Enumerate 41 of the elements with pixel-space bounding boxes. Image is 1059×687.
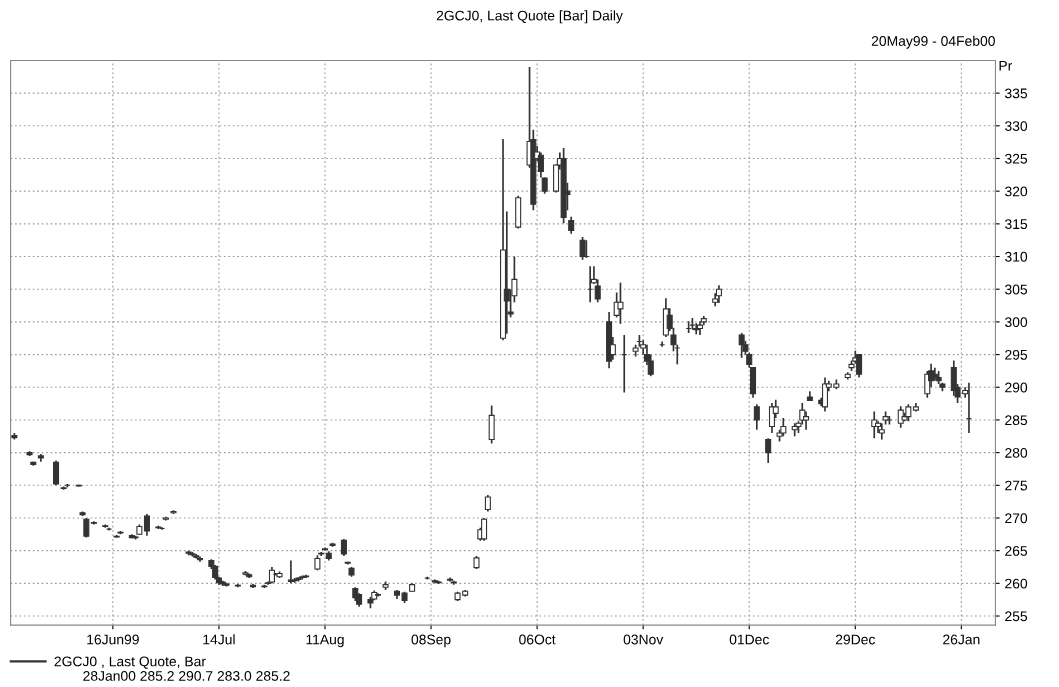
x-tick-label: 26Jan: [943, 634, 980, 645]
y-tick-label: 270: [1005, 513, 1028, 524]
y-tick-label: 335: [1005, 88, 1028, 99]
x-tick-label: 01Dec: [729, 634, 769, 645]
y-tick-label: 290: [1005, 382, 1028, 393]
y-tick-label: 325: [1005, 153, 1028, 164]
legend-label: 2GCJ0 , Last Quote, Bar: [54, 656, 206, 669]
candlestick: [53, 459, 60, 487]
text: 28Jan00 285.2 290.7 283.0 285.2: [83, 670, 290, 681]
candlestick: [753, 403, 760, 431]
y-tick-label: 260: [1005, 578, 1028, 589]
candlestick: [780, 417, 787, 438]
candlestick: [765, 437, 772, 464]
y-tick-label: 300: [1005, 317, 1028, 328]
y-tick-label: 330: [1005, 121, 1028, 131]
chart-subtitle: 20May99 - 04Feb00: [871, 35, 995, 49]
y-tick-label: 285: [1005, 415, 1028, 426]
candlestick: [799, 402, 806, 426]
x-tick-label: 29Dec: [835, 634, 876, 645]
y-tick-label: 265: [1005, 545, 1028, 556]
y-tick-label: 310: [1005, 251, 1028, 262]
x-tick-label: 14Jul: [203, 634, 235, 645]
y-tick-label: 280: [1005, 447, 1028, 458]
y-tick-label: 295: [1005, 349, 1028, 360]
candlestick: [803, 410, 810, 431]
candlestick: [594, 278, 601, 304]
y-tick-label: 320: [1005, 186, 1028, 197]
candlestick: [617, 281, 624, 325]
x-tick-label: 08Sep: [411, 634, 451, 648]
y-axis-title: Pr: [999, 60, 1013, 71]
y-tick-label: 315: [1005, 219, 1028, 230]
x-tick-label: 16Jun99: [87, 634, 139, 645]
candlestick: [83, 517, 90, 539]
y-tick-label: 305: [1005, 284, 1028, 295]
x-tick-label: 03Nov: [623, 634, 664, 645]
candlestick: [143, 513, 150, 537]
x-tick-label: 11Aug: [306, 634, 344, 648]
x-tick-label: 06Oct: [519, 634, 556, 645]
y-tick-label: 255: [1005, 611, 1028, 622]
y-tick-label: 275: [1005, 480, 1028, 491]
chart-title: 2GCJ0, Last Quote [Bar] Daily: [436, 10, 623, 24]
